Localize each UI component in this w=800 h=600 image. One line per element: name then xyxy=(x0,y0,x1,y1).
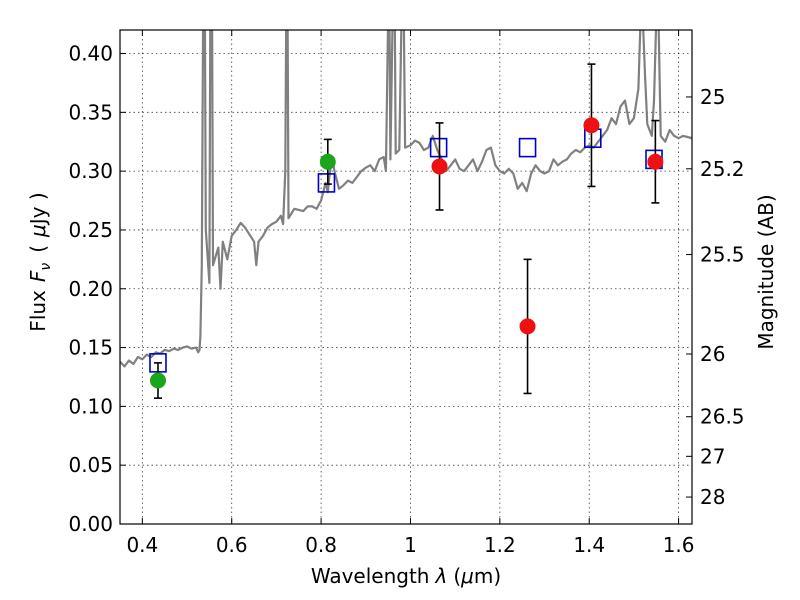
right-axis-title: Magnitude (AB) xyxy=(754,194,778,349)
y-tick-label: 0.30 xyxy=(68,159,113,183)
y-tick-label: 0.20 xyxy=(68,277,113,301)
red-flux-point xyxy=(431,158,448,175)
x-tick-label: 0.4 xyxy=(126,533,158,557)
grid-lines xyxy=(120,30,692,524)
green-flux-point xyxy=(319,153,336,170)
mag-tick-label: 25.2 xyxy=(700,157,745,181)
red-flux-point xyxy=(519,318,536,335)
y-tick-label: 0.35 xyxy=(68,100,113,124)
red-flux-point xyxy=(583,117,600,134)
mag-tick-label: 27 xyxy=(700,444,725,468)
mag-tick-label: 26 xyxy=(700,342,725,366)
y-tick-label: 0.00 xyxy=(68,512,113,536)
observed-flux-points xyxy=(149,117,664,389)
axis-ticks xyxy=(120,30,692,525)
model-square-marker xyxy=(317,173,336,193)
green-flux-point xyxy=(149,372,166,389)
sed-model-line xyxy=(120,30,692,368)
model-square-marker xyxy=(429,137,448,158)
y-tick-label: 0.15 xyxy=(68,336,113,360)
y-tick-label: 0.10 xyxy=(68,394,113,418)
mag-tick-label: 25 xyxy=(700,85,725,109)
magnitude-tick-labels: 25 25.2 25.5 26 26.5 27 28 xyxy=(700,85,745,509)
x-tick-label: 1.2 xyxy=(484,533,516,557)
red-flux-point xyxy=(647,153,664,170)
x-tick-label: 1 xyxy=(404,533,417,557)
mag-tick-label: 25.5 xyxy=(700,243,745,267)
error-bars xyxy=(153,63,660,399)
y-tick-labels: 0.00 0.05 0.10 0.15 0.20 0.25 0.30 0.35 0.40 xyxy=(68,42,113,536)
mag-tick-label: 28 xyxy=(700,485,725,509)
sed-model-curve xyxy=(120,30,692,368)
x-tick-label: 0.6 xyxy=(216,533,248,557)
x-axis-title: Wavelength λ (μm) xyxy=(311,564,501,588)
x-tick-labels: 0.4 0.6 0.8 1 1.2 1.4 1.6 xyxy=(126,533,694,557)
mag-tick-label: 26.5 xyxy=(700,405,745,429)
y-tick-label: 0.05 xyxy=(68,453,113,477)
x-tick-label: 1.4 xyxy=(573,533,605,557)
y-axis-title: FluxFν(μJy ) xyxy=(26,192,54,331)
x-tick-label: 1.6 xyxy=(663,533,695,557)
y-tick-label: 0.40 xyxy=(68,42,113,66)
model-flux-squares xyxy=(149,128,663,373)
y-tick-label: 0.25 xyxy=(68,218,113,242)
plot-frame xyxy=(119,29,693,525)
x-tick-label: 0.8 xyxy=(305,533,337,557)
model-square-marker xyxy=(518,137,537,158)
